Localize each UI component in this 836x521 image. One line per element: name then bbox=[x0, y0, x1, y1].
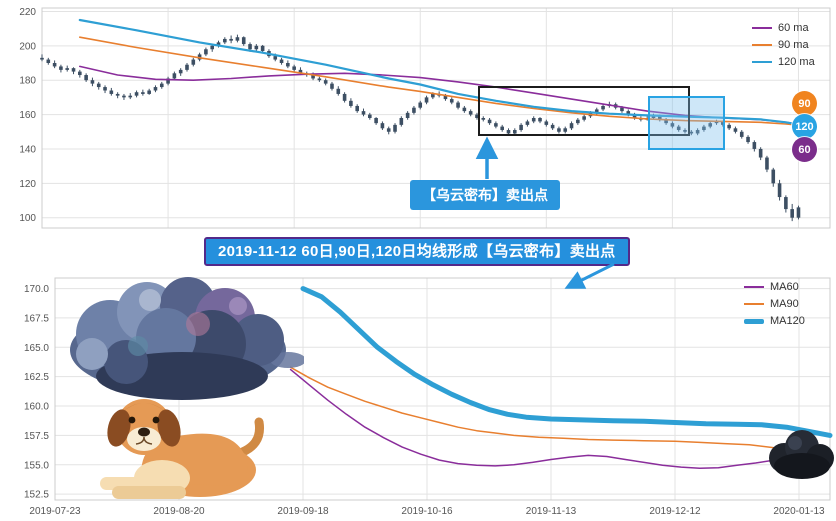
x-tick-label: 2019-08-20 bbox=[153, 506, 205, 517]
ma-line-MA120 bbox=[300, 286, 833, 438]
legend-item-120ma: 120 ma bbox=[752, 56, 815, 68]
y-tick-label: 152.5 bbox=[24, 490, 49, 501]
ma60-badge: 60 bbox=[792, 137, 817, 162]
y-tick-label: 100 bbox=[19, 213, 36, 224]
legend-item-ma60: MA60 bbox=[744, 281, 805, 293]
x-tick-label: 2019-07-23 bbox=[29, 506, 81, 517]
ma90-line-swatch bbox=[752, 44, 772, 46]
legend-item-ma90: MA90 bbox=[744, 298, 805, 310]
bottom-chart-legend: MA60 MA90 MA120 bbox=[744, 281, 805, 332]
legend-item-ma120: MA120 bbox=[744, 315, 805, 327]
sell-point-label: 【乌云密布】卖出点 bbox=[410, 180, 560, 210]
bottom-ma-line-chart: 152.5 155.0 157.5 160.0 162.5 165.0 167.5 170.0… bbox=[24, 277, 833, 517]
plot-border bbox=[54, 277, 831, 501]
ma90-line-swatch bbox=[744, 303, 764, 305]
legend-label: 90 ma bbox=[778, 39, 809, 51]
y-tick-label: 157.5 bbox=[24, 431, 49, 442]
y-tick-label: 200 bbox=[19, 41, 36, 52]
y-tick-label: 220 bbox=[19, 7, 36, 18]
legend-item-60ma: 60 ma bbox=[752, 22, 815, 34]
title-banner: 2019-11-12 60日,90日,120日均线形成【乌云密布】卖出点 bbox=[204, 237, 630, 266]
y-tick-label: 180 bbox=[19, 76, 36, 87]
ma-line-120 ma bbox=[78, 18, 806, 127]
ma60-line-swatch bbox=[744, 286, 764, 288]
ma120-line-swatch bbox=[744, 318, 764, 324]
top-chart-legend: 60 ma 90 ma 120 ma bbox=[752, 22, 815, 73]
ma120-line-swatch bbox=[752, 61, 772, 63]
y-tick-label: 160.0 bbox=[24, 402, 49, 413]
y-tick-label: 120 bbox=[19, 179, 36, 190]
top-candlestick-chart: 100 120 140 160 180 200 220 bbox=[19, 7, 831, 229]
y-tick-label: 155.0 bbox=[24, 460, 49, 471]
plot-border bbox=[41, 7, 831, 229]
y-tick-label: 170.0 bbox=[24, 284, 49, 295]
highlight-box-black bbox=[478, 86, 690, 136]
x-tick-label: 2020-01-13 bbox=[773, 506, 825, 517]
ma-line-90 ma bbox=[79, 36, 806, 127]
legend-item-90ma: 90 ma bbox=[752, 39, 815, 51]
legend-label: MA60 bbox=[770, 281, 799, 293]
legend-label: MA90 bbox=[770, 298, 799, 310]
x-tick-label: 2019-11-13 bbox=[526, 506, 577, 517]
ma60-line-swatch bbox=[752, 27, 772, 29]
small-dark-cloud-illustration bbox=[769, 430, 834, 479]
legend-label: 60 ma bbox=[778, 22, 809, 34]
x-tick-label: 2019-12-12 bbox=[649, 506, 701, 517]
y-tick-label: 162.5 bbox=[24, 372, 49, 383]
y-tick-label: 167.5 bbox=[24, 313, 49, 324]
legend-label: MA120 bbox=[770, 315, 805, 327]
y-tick-label: 140 bbox=[19, 144, 36, 155]
y-tick-label: 165.0 bbox=[24, 343, 49, 354]
storm-cloud-illustration bbox=[70, 277, 304, 400]
legend-label: 120 ma bbox=[778, 56, 815, 68]
highlight-box-blue bbox=[648, 96, 725, 150]
dog-illustration bbox=[100, 399, 265, 499]
ma120-badge: 120 bbox=[792, 114, 817, 139]
ma90-badge: 90 bbox=[792, 91, 817, 116]
x-tick-label: 2019-09-18 bbox=[277, 506, 329, 517]
ma-line-MA60 bbox=[289, 368, 831, 470]
x-tick-label: 2019-10-16 bbox=[401, 506, 453, 517]
ma-line-MA90 bbox=[289, 366, 831, 462]
y-tick-label: 160 bbox=[19, 110, 36, 121]
